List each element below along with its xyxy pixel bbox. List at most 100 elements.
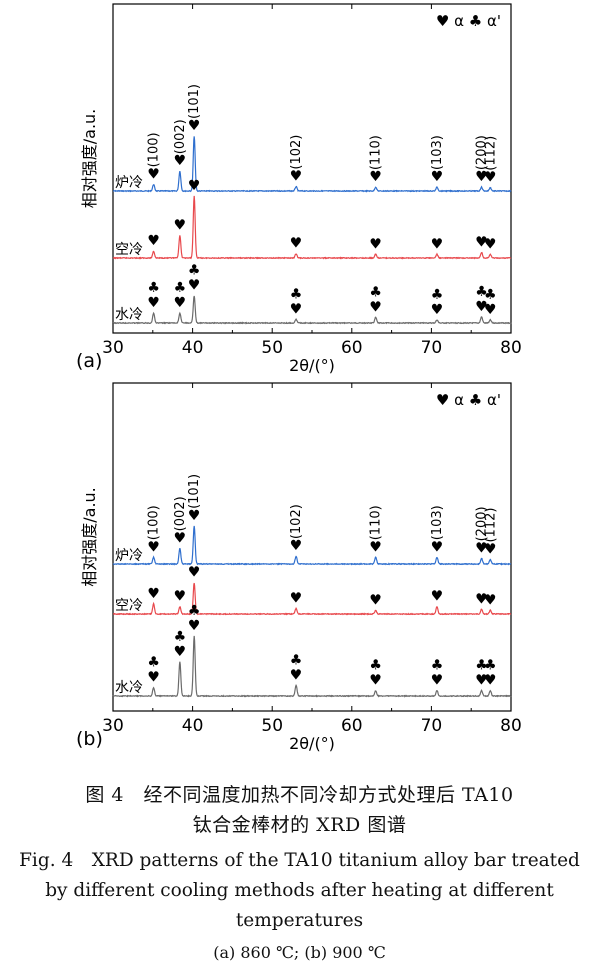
alpha-marker: ♥ — [369, 673, 382, 689]
alpha-prime-marker: ♣ — [369, 658, 382, 674]
alpha-marker: ♥ — [174, 530, 187, 546]
alpha-prime-marker: ♣ — [431, 658, 444, 674]
caption-zh-line-2: 钛合金棒材的 XRD 图谱 — [192, 814, 407, 836]
hkl-label: (110) — [369, 135, 384, 170]
alpha-marker: ♥ — [484, 302, 497, 318]
alpha-marker: ♥ — [147, 233, 160, 249]
alpha-prime-marker: ♣ — [174, 280, 187, 296]
alpha-prime-marker: ♣ — [290, 286, 303, 302]
alpha-prime-marker: ♣ — [484, 287, 497, 303]
x-tick-label: 60 — [341, 338, 363, 358]
alpha-marker: ♥ — [431, 539, 444, 555]
alpha-prime-marker: ♣ — [174, 629, 187, 645]
alpha-prime-marker: ♣ — [188, 263, 201, 279]
alpha-marker: ♥ — [484, 170, 497, 186]
alpha-prime-marker: ♣ — [147, 280, 160, 296]
alpha-marker: ♥ — [174, 295, 187, 311]
alpha-marker: ♥ — [431, 673, 444, 689]
alpha-marker: ♥ — [188, 508, 201, 524]
x-axis-label: 2θ/(°) — [289, 734, 335, 753]
alpha-marker: ♥ — [174, 644, 187, 660]
series-label: 炉冷 — [115, 548, 143, 564]
x-tick-label: 80 — [500, 716, 522, 736]
xrd-chart-b-svg: 30 40 50 60 70 80 2θ/(°) 相对强度/a.u. (b) ♥ α ♣ α' 炉冷… — [76, 382, 522, 753]
xrd-chart-a: 30 40 50 60 70 80 2θ/(°) 相对强度/a.u. (a) ♥ α ♣ α' 炉冷… — [0, 0, 599, 382]
x-tick-label: 60 — [341, 716, 363, 736]
hkl-label: (002) — [173, 119, 188, 154]
figure-subcaption: (a) 860 ℃; (b) 900 ℃ — [213, 943, 386, 962]
alpha-marker: ♥ — [484, 542, 497, 558]
alpha-marker: ♥ — [147, 669, 160, 685]
x-tick-label: 70 — [421, 338, 443, 358]
caption-zh-line-1: 图 4 经不同温度加热不同冷却方式处理后 TA10 — [85, 784, 514, 806]
alpha-marker: ♥ — [290, 236, 303, 252]
alpha-marker: ♥ — [290, 667, 303, 683]
alpha-marker: ♥ — [475, 673, 488, 689]
alpha-marker: ♥ — [188, 178, 201, 194]
alpha-prime-marker: ♣ — [188, 603, 201, 619]
series-line-3 — [112, 295, 512, 325]
hkl-label: (102) — [289, 504, 304, 539]
hkl-label: (110) — [369, 505, 384, 540]
alpha-marker: ♥ — [174, 218, 187, 234]
x-tick-label: 40 — [182, 338, 204, 358]
hkl-label: (002) — [173, 496, 188, 531]
alpha-marker: ♥ — [431, 589, 444, 605]
plot-frame — [112, 382, 512, 712]
alpha-marker: ♥ — [369, 592, 382, 608]
alpha-marker: ♥ — [484, 592, 497, 608]
alpha-marker: ♥ — [475, 591, 488, 607]
hkl-label: (101) — [187, 84, 202, 119]
caption-en-line-1: Fig. 4 XRD patterns of the TA10 titanium… — [19, 850, 580, 871]
alpha-marker: ♥ — [147, 166, 160, 182]
series-label: 水冷 — [115, 307, 143, 323]
alpha-marker: ♥ — [369, 299, 382, 315]
x-tick-label: 70 — [421, 716, 443, 736]
series-line-3 — [112, 635, 512, 698]
alpha-marker: ♥ — [188, 618, 201, 634]
x-tick-label: 30 — [102, 716, 124, 736]
alpha-marker: ♥ — [147, 586, 160, 602]
alpha-prime-marker: ♣ — [369, 284, 382, 300]
alpha-marker: ♥ — [174, 589, 187, 605]
alpha-prime-marker: ♣ — [475, 658, 488, 674]
xrd-chart-b: 30 40 50 60 70 80 2θ/(°) 相对强度/a.u. (b) ♥ α ♣ α' 炉冷… — [0, 378, 599, 760]
panel-label: (b) — [76, 728, 103, 750]
alpha-prime-marker: ♣ — [147, 654, 160, 670]
series-label: 炉冷 — [115, 175, 143, 191]
alpha-marker: ♥ — [484, 236, 497, 252]
series-line-2 — [112, 582, 512, 616]
alpha-marker: ♥ — [290, 590, 303, 606]
hkl-label: (103) — [430, 505, 445, 540]
alpha-marker: ♥ — [475, 169, 488, 185]
alpha-marker: ♥ — [369, 539, 382, 555]
alpha-marker: ♥ — [174, 153, 187, 169]
caption-en-line-2: by different cooling methods after heati… — [45, 880, 554, 901]
alpha-marker: ♥ — [147, 539, 160, 555]
x-tick-label: 30 — [102, 338, 124, 358]
alpha-marker: ♥ — [290, 538, 303, 554]
x-tick-label: 50 — [261, 338, 283, 358]
alpha-marker: ♥ — [431, 236, 444, 252]
alpha-marker: ♥ — [188, 278, 201, 294]
hkl-label: (103) — [430, 135, 445, 170]
y-axis-label: 相对强度/a.u. — [80, 109, 99, 209]
alpha-marker: ♥ — [475, 299, 488, 315]
alpha-prime-marker: ♣ — [475, 284, 488, 300]
caption-en-line-3: temperatures — [235, 910, 364, 931]
alpha-marker: ♥ — [290, 169, 303, 185]
alpha-marker: ♥ — [290, 301, 303, 317]
xrd-chart-a-svg: 30 40 50 60 70 80 2θ/(°) 相对强度/a.u. (a) ♥ α ♣ α' 炉冷… — [76, 3, 522, 375]
series-line-1 — [112, 136, 512, 193]
legend-text: ♥ α ♣ α' — [436, 12, 501, 30]
legend-text: ♥ α ♣ α' — [436, 391, 501, 409]
hkl-label: (102) — [289, 135, 304, 170]
series-line-1 — [112, 525, 512, 566]
alpha-prime-marker: ♣ — [431, 287, 444, 303]
series-line-2 — [112, 195, 512, 260]
alpha-prime-marker: ♣ — [484, 658, 497, 674]
x-tick-label: 80 — [500, 338, 522, 358]
alpha-marker: ♥ — [475, 234, 488, 250]
series-label: 空冷 — [115, 242, 143, 258]
hkl-label: (200) — [475, 135, 490, 170]
